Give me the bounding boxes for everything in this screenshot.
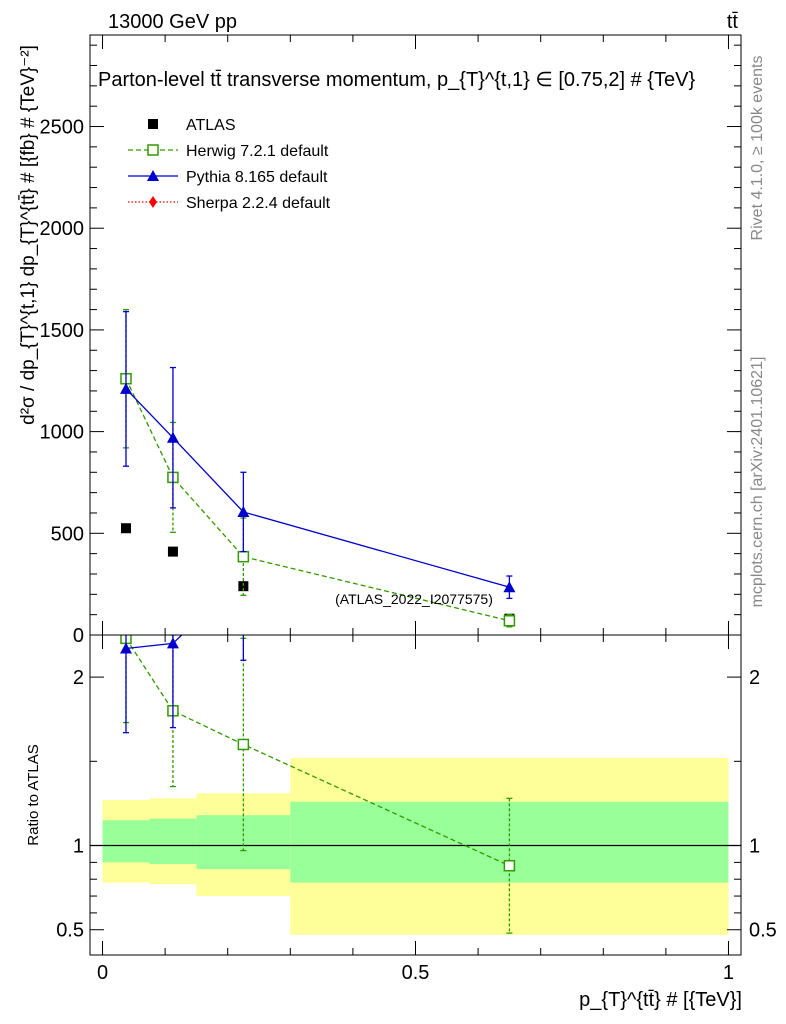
main-panel: 0 500 1000 1500 2000 2500 Parton-level tt̄ tr… — [18, 34, 742, 647]
legend-label-herwig: Herwig 7.2.1 default — [186, 143, 329, 160]
main-ytick-label-0: 0 — [73, 625, 84, 647]
data-point-herwig-2 — [237, 550, 250, 563]
main-ylabel: d²σ / dp_{T}^{t,1} dp_{T}^{tt̄} # [{fb} … — [18, 45, 39, 425]
ratio-xtick-label-2: 1 — [723, 962, 734, 984]
legend-label-pythia: Pythia 8.165 default — [186, 169, 328, 186]
data-point-pythia-3 — [503, 581, 516, 593]
main-ytick-label-2: 1000 — [40, 422, 85, 444]
ratio-xtick-label-1: 0.5 — [402, 962, 430, 984]
x-axis-label: p_{T}^{tt̄} # [{TeV}] — [579, 989, 742, 1011]
ratio-point-pythia-1 — [166, 637, 179, 649]
data-point-data-0 — [120, 523, 131, 534]
series-line-pythia — [125, 388, 510, 588]
ratio-band-inner-2 — [196, 815, 291, 870]
mcplots-label: mcplots.cern.ch [arXiv:2401.10621] — [749, 357, 766, 608]
legend-marker-data — [148, 119, 158, 129]
ratio-ytick-label-right-1: 1 — [749, 836, 760, 858]
ratio-line-herwig — [125, 638, 510, 867]
data-point-data-2 — [238, 581, 249, 592]
main-ytick-label-3: 1500 — [40, 320, 85, 342]
data-point-pythia-2 — [237, 505, 250, 517]
watermark: (ATLAS_2022_I2077575) — [335, 591, 493, 607]
energy-label: 13000 GeV pp — [108, 11, 237, 33]
process-label: tt̄ — [727, 11, 739, 33]
ratio-ytick-label-2: 2 — [73, 667, 84, 689]
main-ytick-label-1: 500 — [51, 523, 84, 545]
rivet-label: Rivet 4.1.0, ≥ 100k events — [749, 56, 766, 241]
ratio-line-pythia — [125, 635, 183, 650]
ratio-point-pythia-0 — [119, 642, 132, 654]
data-point-pythia-0 — [119, 382, 132, 394]
legend: ATLAS Herwig 7.2.1 default Pythia 8.165 de… — [128, 117, 331, 212]
ratio-ytick-label-1: 1 — [73, 836, 84, 858]
ratio-point-herwig-3 — [503, 859, 516, 872]
main-ytick-label-5: 2500 — [40, 117, 85, 139]
chart-title: Parton-level tt̄ transverse momentum, p_… — [98, 69, 695, 91]
ratio-ytick-label-0: 0.5 — [56, 920, 84, 942]
legend-label-data: ATLAS — [186, 117, 236, 134]
ratio-point-herwig-2 — [237, 738, 250, 751]
ratio-ytick-label-right-0: 0.5 — [749, 920, 777, 942]
data-point-pythia-1 — [166, 431, 179, 443]
data-point-data-1 — [167, 546, 178, 557]
ratio-panel: 0.5 0.5 1 1 2 2 0 0.5 1 Ratio to ATLAS p_{T}^{tt… — [25, 634, 777, 1011]
ratio-ytick-label-right-2: 2 — [749, 667, 760, 689]
series-line-herwig — [125, 378, 510, 622]
legend-marker-sherpa — [149, 196, 157, 208]
legend-marker-pythia — [147, 170, 159, 181]
ratio-band-inner-0 — [102, 820, 150, 863]
ratio-xtick-label-0: 0 — [97, 962, 108, 984]
main-ytick-label-4: 2000 — [40, 218, 85, 240]
legend-label-sherpa: Sherpa 2.2.4 default — [186, 195, 331, 212]
ratio-ylabel: Ratio to ATLAS — [25, 744, 42, 845]
ratio-band-inner-1 — [149, 818, 197, 865]
legend-marker-herwig — [147, 144, 159, 156]
data-point-herwig-3 — [503, 615, 516, 627]
